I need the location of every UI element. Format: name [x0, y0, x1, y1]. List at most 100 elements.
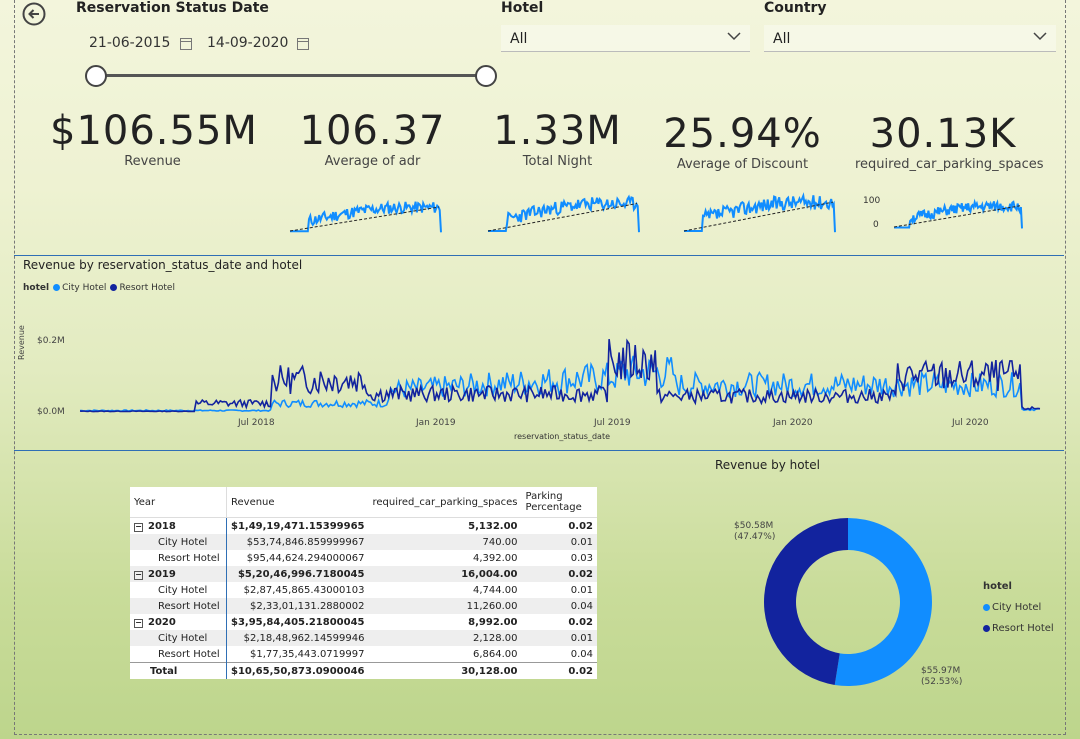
- cell-year: Resort Hotel: [130, 598, 227, 614]
- slider-start-handle[interactable]: [85, 65, 107, 87]
- legend-item-city[interactable]: City Hotel: [983, 597, 1054, 618]
- end-date-input[interactable]: 14-09-2020: [207, 35, 289, 51]
- legend-item-resort[interactable]: Resort Hotel: [983, 618, 1054, 639]
- cell-year: −2020: [130, 614, 227, 630]
- collapse-icon[interactable]: −: [134, 521, 143, 532]
- donut-slice-resort[interactable]: [763, 518, 848, 685]
- cell-year: −2018: [130, 517, 227, 534]
- cell-parking: 4,392.00: [472, 552, 518, 564]
- sparkline-series: [894, 198, 1023, 229]
- kpi-revenue[interactable]: $106.55M Revenue: [50, 108, 257, 169]
- cell-percentage: 0.02: [568, 520, 593, 532]
- collapse-icon[interactable]: −: [134, 617, 143, 628]
- back-arrow-icon[interactable]: [22, 2, 46, 26]
- table-row[interactable]: −2020 $3,95,84,405.21800045 8,992.00 0.02: [130, 614, 597, 630]
- donut-title: Revenue by hotel: [715, 458, 820, 472]
- kpi-value: 25.94%: [663, 111, 822, 157]
- kpi-label: Revenue: [124, 154, 181, 169]
- row-label: Resort Hotel: [158, 552, 220, 564]
- cell-parking: 6,864.00: [472, 648, 518, 660]
- slider-end-handle[interactable]: [475, 65, 497, 87]
- xtick: Jul 2020: [952, 418, 989, 428]
- chevron-down-icon: [1033, 32, 1047, 41]
- trend-line: [893, 205, 1021, 228]
- cell-percentage: 0.03: [570, 552, 593, 564]
- cell-revenue: $2,33,01,131.2880002: [226, 598, 369, 614]
- collapse-icon[interactable]: −: [134, 569, 143, 580]
- table-row[interactable]: Total $10,65,50,873.0900046 30,128.00 0.02: [130, 662, 597, 679]
- kpi-average-discount[interactable]: 25.94% Average of Discount: [660, 111, 825, 172]
- col-header-year[interactable]: Year: [130, 487, 227, 518]
- start-calendar-icon[interactable]: [180, 38, 192, 50]
- table-row[interactable]: −2019 $5,20,46,996.7180045 16,004.00 0.02: [130, 566, 597, 582]
- table-row[interactable]: Resort Hotel $1,77,35,443.0719997 6,864.00…: [130, 646, 597, 663]
- table-row[interactable]: City Hotel $2,18,48,962.14599946 2,128.00 0…: [130, 630, 597, 646]
- sparkline-series: [488, 194, 640, 233]
- start-date-input[interactable]: 21-06-2015: [89, 35, 171, 51]
- cell-revenue: $5,20,46,996.7180045: [226, 566, 369, 582]
- cell-revenue: $2,87,45,865.43000103: [243, 584, 365, 596]
- table-row[interactable]: Resort Hotel $2,33,01,131.2880002 11,260.0…: [130, 598, 597, 614]
- cell-percentage: 0.04: [521, 598, 597, 614]
- legend-label: City Hotel: [992, 602, 1042, 613]
- end-calendar-icon[interactable]: [297, 38, 309, 50]
- row-label: 2020: [148, 616, 176, 628]
- report-canvas: [14, 0, 1066, 735]
- cell-year: City Hotel: [130, 630, 227, 646]
- revenue-donut-chart[interactable]: [760, 515, 940, 690]
- sparkline-night: [683, 192, 836, 233]
- xtick: Jan 2019: [416, 418, 456, 428]
- donut-label-resort: $50.58M (47.47%): [734, 521, 775, 543]
- cell-year: Resort Hotel: [130, 550, 227, 566]
- row-label: City Hotel: [158, 632, 208, 644]
- resort-dot-icon: [983, 625, 990, 632]
- revenue-matrix[interactable]: Year Revenue required_car_parking_spaces…: [130, 487, 597, 679]
- col-header-parking[interactable]: required_car_parking_spaces: [368, 487, 522, 518]
- cell-percentage: 0.01: [521, 630, 597, 646]
- cell-revenue: $95,44,624.294000067: [246, 552, 365, 564]
- donut-label-city: $55.97M (52.53%): [921, 666, 962, 688]
- table-row[interactable]: −2018 $1,49,19,471.15399965 5,132.00 0.02: [130, 517, 597, 534]
- xtick: Jul 2019: [594, 418, 631, 428]
- divider: [14, 450, 1064, 451]
- hotel-dropdown-value: All: [510, 31, 528, 47]
- col-header-revenue[interactable]: Revenue: [226, 487, 369, 518]
- country-dropdown[interactable]: All: [764, 25, 1056, 52]
- donut-slice-city[interactable]: [834, 518, 932, 686]
- city-dot-icon: [53, 284, 61, 291]
- col-header-percentage[interactable]: Parking Percentage: [521, 487, 597, 518]
- cell-year: City Hotel: [130, 582, 227, 598]
- xtick: Jan 2020: [773, 418, 813, 428]
- kpi-car-parking[interactable]: 30.13K required_car_parking_spaces: [855, 111, 1044, 172]
- kpi-total-night[interactable]: 1.33M Total Night: [480, 108, 635, 169]
- slice-value: $55.97M: [921, 666, 961, 676]
- cell-year: −2019: [130, 566, 227, 582]
- country-dropdown-value: All: [773, 31, 791, 47]
- line-chart-ylabel: Revenue: [17, 325, 26, 360]
- revenue-line-chart[interactable]: [75, 315, 1050, 420]
- table-row[interactable]: City Hotel $53,74,846.859999967 740.00 0.01: [130, 534, 597, 550]
- kpi-average-adr[interactable]: 106.37 Average of adr: [290, 108, 455, 169]
- kpi-value: 106.37: [299, 108, 446, 154]
- cell-percentage: 0.01: [570, 584, 593, 596]
- sparkline-adr: [487, 194, 640, 233]
- table-row[interactable]: City Hotel $2,87,45,865.43000103 4,744.00 0…: [130, 582, 597, 598]
- legend-title: hotel: [983, 581, 1012, 592]
- row-label: 2018: [148, 520, 176, 532]
- chevron-down-icon: [727, 32, 741, 41]
- cell-percentage: 0.01: [521, 534, 597, 550]
- line-chart-title: Revenue by reservation_status_date and h…: [23, 258, 303, 272]
- resort-hotel-series[interactable]: [79, 338, 1041, 413]
- divider: [14, 255, 1064, 256]
- spark-axis-top: 100: [863, 196, 881, 206]
- line-chart-xlabel: reservation_status_date: [514, 432, 610, 441]
- table-row[interactable]: Resort Hotel $95,44,624.294000067 4,392.00…: [130, 550, 597, 566]
- cell-percentage: 0.02: [568, 616, 593, 628]
- row-label: City Hotel: [158, 584, 208, 596]
- line-chart-legend: hotel City Hotel Resort Hotel: [23, 283, 175, 293]
- date-range-slider[interactable]: [95, 74, 485, 77]
- row-label: Resort Hotel: [158, 648, 220, 660]
- legend-resort[interactable]: Resort Hotel: [119, 283, 175, 293]
- legend-city[interactable]: City Hotel: [62, 283, 107, 293]
- hotel-dropdown[interactable]: All: [501, 25, 750, 52]
